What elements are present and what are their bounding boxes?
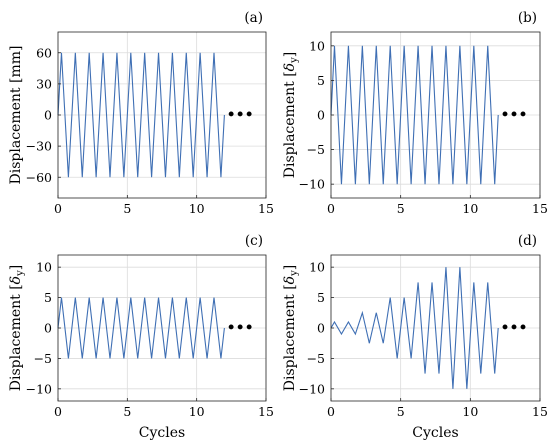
x-tick-label: 5 bbox=[123, 201, 131, 216]
x-axis-label: Cycles bbox=[412, 425, 458, 441]
y-axis-label-symbol: δ bbox=[8, 276, 24, 284]
x-tick-label: 10 bbox=[189, 404, 205, 419]
y-tick-label: −5 bbox=[307, 142, 325, 157]
continuation-marker: ••• bbox=[226, 319, 253, 339]
y-tick-label: 0 bbox=[317, 108, 325, 123]
y-tick-label: −30 bbox=[26, 139, 52, 154]
y-axis-label: Displacement [δy] bbox=[282, 265, 300, 391]
y-tick-label: 60 bbox=[36, 45, 52, 60]
y-tick-label: −10 bbox=[26, 381, 52, 396]
y-tick-label: 10 bbox=[36, 260, 52, 275]
continuation-marker: ••• bbox=[226, 106, 253, 126]
series-line bbox=[330, 45, 499, 185]
panel-b: 0 5 10 15 −10 −5 0 5 10 (b) ••• Displacement [δy] bbox=[282, 10, 548, 216]
panel-a: 0 5 10 15 −60 −30 0 30 60 (a) ••• Displacement [mm] bbox=[8, 10, 274, 216]
continuation-marker: ••• bbox=[500, 319, 527, 339]
x-tick-label: 5 bbox=[397, 201, 405, 216]
panel-label: (b) bbox=[518, 10, 537, 26]
x-tick-label: 5 bbox=[123, 404, 131, 419]
y-tick-label: 5 bbox=[317, 73, 325, 88]
y-axis-label: Displacement [mm] bbox=[8, 46, 24, 185]
x-tick-label: 0 bbox=[54, 404, 62, 419]
y-tick-label: −60 bbox=[26, 170, 52, 185]
y-axis-label-text: Displacement [ bbox=[282, 71, 298, 178]
y-axis-label-bracket: ] bbox=[282, 52, 298, 57]
series-line bbox=[57, 52, 225, 178]
series-line bbox=[57, 297, 225, 359]
y-axis-label-bracket: ] bbox=[8, 265, 24, 270]
y-tick-label: −5 bbox=[307, 351, 325, 366]
y-axis-label-subscript: y bbox=[289, 57, 300, 64]
continuation-marker: ••• bbox=[500, 106, 527, 126]
y-axis-label-bracket: ] bbox=[282, 265, 298, 270]
y-tick-label: 0 bbox=[44, 321, 52, 336]
y-tick-label: 0 bbox=[317, 321, 325, 336]
y-axis-label: Displacement [δy] bbox=[282, 52, 300, 178]
x-tick-label: 0 bbox=[327, 404, 335, 419]
series-line bbox=[330, 267, 499, 389]
x-axis-label: Cycles bbox=[139, 425, 185, 441]
x-tick-label: 10 bbox=[462, 201, 478, 216]
x-tick-label: 10 bbox=[189, 201, 205, 216]
x-tick-label: 0 bbox=[327, 201, 335, 216]
panel-d: 0 5 10 15 −10 −5 0 5 10 (d) ••• Displacement [δy] Cy… bbox=[282, 233, 548, 441]
y-tick-label: −5 bbox=[34, 351, 52, 366]
x-tick-label: 0 bbox=[54, 201, 62, 216]
y-tick-label: −10 bbox=[299, 177, 325, 192]
y-axis-label-subscript: y bbox=[289, 270, 300, 277]
panel-label: (a) bbox=[244, 10, 263, 26]
y-axis-label-subscript: y bbox=[15, 270, 26, 277]
y-axis-label: Displacement [δy] bbox=[8, 265, 26, 391]
panel-label: (c) bbox=[245, 233, 263, 249]
y-axis-label-text: Displacement [ bbox=[282, 284, 298, 391]
x-tick-label: 10 bbox=[462, 404, 478, 419]
panel-label: (d) bbox=[518, 233, 537, 249]
y-axis-label-symbol: δ bbox=[282, 276, 298, 284]
x-tick-label: 15 bbox=[258, 404, 274, 419]
x-tick-label: 5 bbox=[397, 404, 405, 419]
x-tick-label: 15 bbox=[532, 201, 548, 216]
x-tick-label: 15 bbox=[532, 404, 548, 419]
y-tick-label: 5 bbox=[44, 290, 52, 305]
y-axis-label-symbol: δ bbox=[282, 63, 298, 71]
y-tick-label: 0 bbox=[44, 108, 52, 123]
y-axis-label-text: Displacement [ bbox=[8, 284, 24, 391]
y-tick-label: 10 bbox=[309, 38, 325, 53]
y-tick-label: 30 bbox=[36, 76, 52, 91]
y-tick-label: 5 bbox=[317, 290, 325, 305]
panel-c: 0 5 10 15 −10 −5 0 5 10 (c) ••• Displacement [δy] Cy… bbox=[8, 233, 274, 441]
y-tick-label: −10 bbox=[299, 381, 325, 396]
x-tick-label: 15 bbox=[258, 201, 274, 216]
y-tick-label: 10 bbox=[309, 260, 325, 275]
